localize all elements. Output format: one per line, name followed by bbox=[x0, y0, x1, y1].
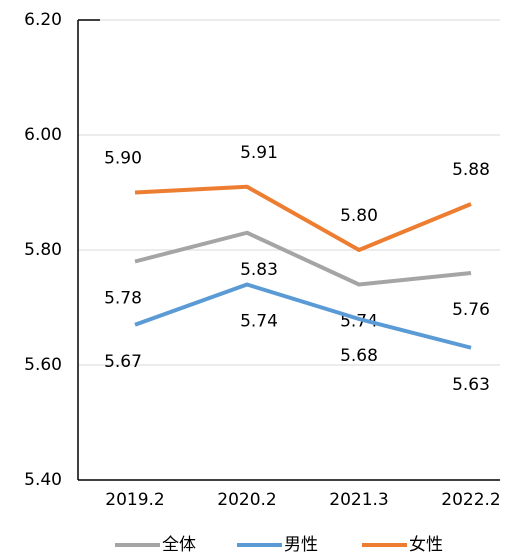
data-label: 5.68 bbox=[340, 346, 378, 366]
x-tick-label: 2021.3 bbox=[329, 490, 388, 510]
series-line bbox=[134, 282, 472, 350]
data-label: 5.63 bbox=[452, 375, 490, 395]
legend-label: 女性 bbox=[409, 535, 443, 555]
data-label: 5.80 bbox=[340, 206, 378, 226]
y-tick-label: 5.80 bbox=[24, 240, 62, 260]
y-tick-label: 6.00 bbox=[24, 125, 62, 145]
data-label: 5.83 bbox=[240, 260, 278, 280]
data-label: 5.91 bbox=[240, 143, 278, 163]
data-label: 5.67 bbox=[104, 352, 142, 372]
y-tick-label: 5.40 bbox=[24, 470, 62, 490]
x-tick-label: 2022.2 bbox=[441, 490, 500, 510]
data-label: 5.78 bbox=[104, 289, 142, 309]
data-label: 5.88 bbox=[452, 160, 490, 180]
legend-label: 全体 bbox=[162, 535, 196, 555]
data-label: 5.90 bbox=[104, 149, 142, 169]
legend-label: 男性 bbox=[284, 535, 318, 555]
x-tick-label: 2019.2 bbox=[105, 490, 164, 510]
data-label: 5.76 bbox=[452, 300, 490, 320]
y-tick-label: 5.60 bbox=[24, 355, 62, 375]
series-line bbox=[134, 184, 472, 252]
y-tick-label: 6.20 bbox=[24, 10, 62, 30]
series-line bbox=[134, 230, 472, 287]
data-label: 5.74 bbox=[240, 312, 278, 332]
x-tick-label: 2020.2 bbox=[217, 490, 276, 510]
